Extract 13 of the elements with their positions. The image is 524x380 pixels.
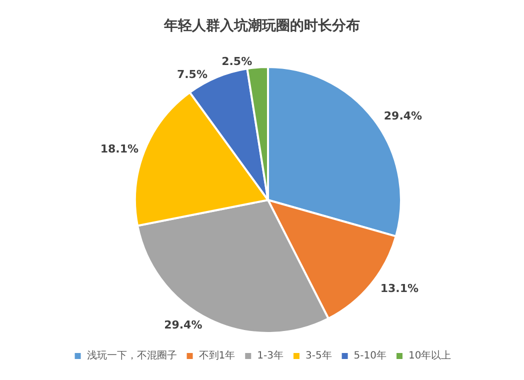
legend-label: 浅玩一下，不混圈子 (86, 350, 177, 362)
legend-label: 1-3年 (257, 350, 284, 362)
legend-label: 10年以上 (408, 350, 452, 362)
data-label: 2.5% (222, 54, 252, 68)
data-label: 29.4% (164, 318, 202, 332)
legend-label: 不到1年 (198, 350, 236, 362)
data-label: 7.5% (176, 68, 208, 81)
data-label: 29.4% (384, 110, 422, 123)
legend-label: 3-5年 (305, 350, 332, 362)
chart-title: 年轻人群入坑潮玩圈的时长分布 (163, 17, 360, 34)
data-label: 13.1% (380, 282, 419, 295)
data-label: 18.1% (100, 142, 139, 156)
legend-label: 5-10年 (354, 350, 387, 362)
